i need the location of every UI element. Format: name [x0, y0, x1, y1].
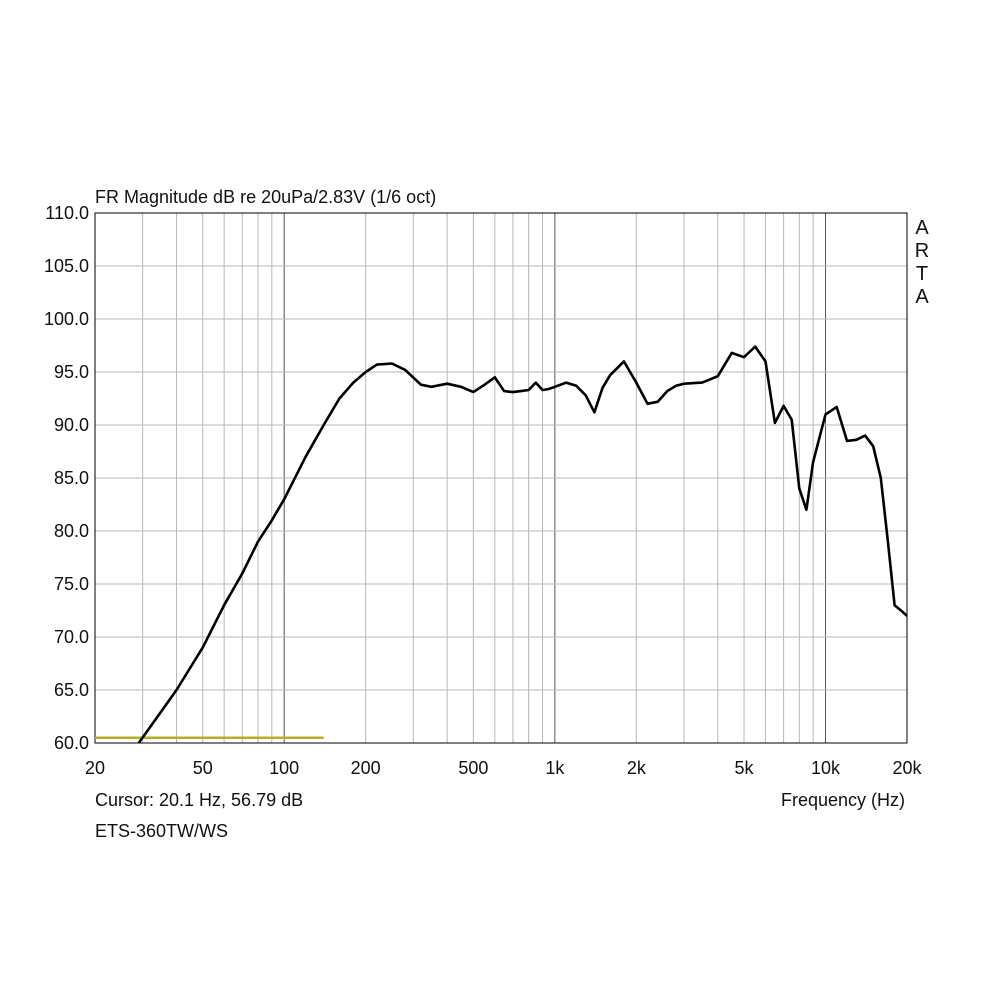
y-tick-label: 75.0 — [54, 574, 89, 594]
y-tick-label: 90.0 — [54, 415, 89, 435]
y-tick-label: 80.0 — [54, 521, 89, 541]
x-tick-label: 50 — [193, 758, 213, 778]
y-tick-label: 60.0 — [54, 733, 89, 753]
arta-letter: T — [916, 263, 928, 285]
x-tick-label: 10k — [811, 758, 841, 778]
y-tick-label: 65.0 — [54, 680, 89, 700]
y-axis-ticks: 60.0 65.0 70.0 75.0 80.0 85.0 90.0 95.0 100.0 105… — [44, 203, 89, 753]
y-tick-label: 105.0 — [44, 256, 89, 276]
x-tick-label: 500 — [458, 758, 488, 778]
y-tick-label: 100.0 — [44, 309, 89, 329]
x-tick-label: 100 — [269, 758, 299, 778]
x-tick-label: 20k — [892, 758, 922, 778]
arta-letter: A — [915, 286, 929, 308]
arta-letter: A — [915, 217, 929, 239]
plot-frame — [94, 212, 908, 744]
arta-letter: R — [915, 240, 929, 262]
y-tick-label: 95.0 — [54, 362, 89, 382]
grid-lines — [95, 213, 907, 743]
x-tick-label: 2k — [627, 758, 647, 778]
chart-title: FR Magnitude dB re 20uPa/2.83V (1/6 oct) — [95, 187, 436, 207]
x-tick-label: 200 — [351, 758, 381, 778]
y-tick-label: 70.0 — [54, 627, 89, 647]
device-name: ETS-360TW/WS — [95, 821, 228, 841]
y-tick-label: 110.0 — [45, 203, 89, 223]
x-tick-label: 20 — [85, 758, 105, 778]
x-axis-label: Frequency (Hz) — [781, 790, 905, 810]
x-tick-label: 1k — [545, 758, 565, 778]
y-tick-label: 85.0 — [54, 468, 89, 488]
frequency-response-line — [137, 345, 907, 743]
series-group — [137, 345, 907, 743]
x-axis-ticks: 20 50 100 200 500 1k 2k 5k 10k 20k — [85, 758, 923, 778]
cursor-readout: Cursor: 20.1 Hz, 56.79 dB — [95, 790, 303, 810]
x-tick-label: 5k — [735, 758, 755, 778]
